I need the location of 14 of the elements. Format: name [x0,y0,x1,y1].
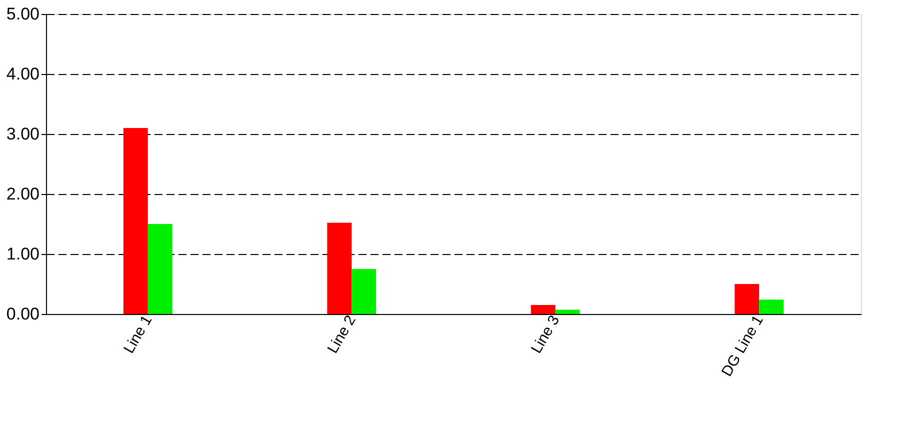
bar [734,284,760,314]
y-tick-label: 0.00 [6,304,40,324]
bar [352,269,376,314]
bar [759,300,784,314]
y-tick-label: 2.00 [6,184,40,204]
bar [148,224,172,314]
y-tick-label: 3.00 [6,124,40,144]
bar [123,128,148,314]
bar [555,310,580,314]
bar [530,305,556,314]
y-tick-label: 1.00 [6,244,40,264]
bar [327,222,352,314]
y-tick-label: 4.00 [6,64,40,84]
y-tick-label: 5.00 [6,4,40,24]
